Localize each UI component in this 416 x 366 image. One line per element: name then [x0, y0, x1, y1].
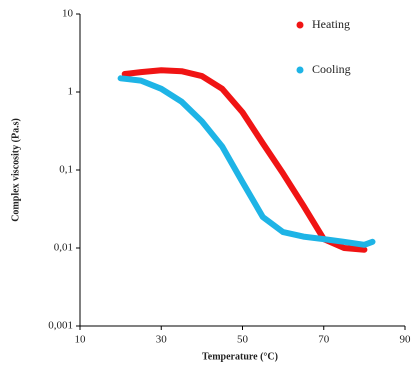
y-tick-label: 10	[62, 8, 74, 20]
y-tick-label: 1	[68, 86, 74, 98]
series-line	[117, 75, 376, 248]
y-tick-label: 0,001	[48, 320, 73, 332]
legend-marker	[296, 66, 304, 74]
x-tick-label: 30	[156, 334, 168, 346]
x-tick-label: 10	[75, 334, 87, 346]
x-tick-label: 50	[237, 334, 249, 346]
x-tick-label: 70	[318, 334, 330, 346]
legend-marker	[296, 21, 304, 29]
x-tick-label: 90	[400, 334, 412, 346]
x-axis-label: Temperature (°C)	[202, 351, 278, 362]
y-tick-label: 0,01	[54, 242, 73, 254]
series-line	[121, 67, 368, 253]
legend-label: Cooling	[312, 62, 351, 76]
legend-label: Heating	[312, 17, 350, 31]
y-axis-label: Complex viscosity (Pa.s)	[10, 118, 21, 222]
y-tick-label: 0,1	[59, 164, 73, 176]
